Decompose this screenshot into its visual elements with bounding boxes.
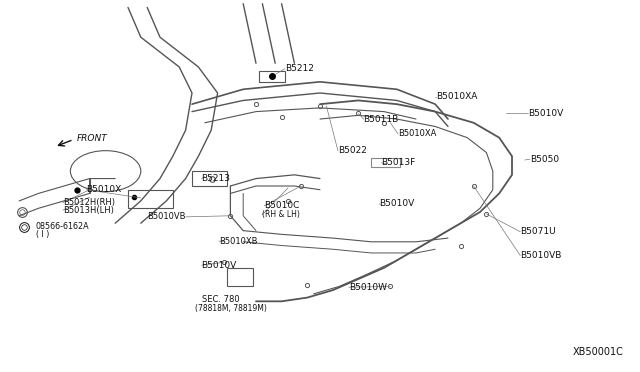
Text: B5010XB: B5010XB [219, 237, 257, 246]
Text: B5010C: B5010C [264, 201, 300, 210]
Text: B5212: B5212 [285, 64, 314, 73]
Text: B5010V: B5010V [380, 199, 415, 208]
Text: B5011B: B5011B [364, 115, 399, 124]
Bar [371, 158, 400, 167]
Text: B5010VB: B5010VB [520, 251, 562, 260]
Text: B5010W: B5010W [349, 283, 387, 292]
Text: FRONT: FRONT [77, 134, 108, 143]
Bar [227, 268, 253, 286]
Text: B5010VB: B5010VB [147, 212, 186, 221]
Bar [128, 190, 173, 208]
Text: ( I ): ( I ) [36, 230, 49, 239]
Text: B5012H(RH): B5012H(RH) [63, 198, 115, 207]
Text: B5010X: B5010X [86, 185, 122, 194]
Text: B5010XA: B5010XA [398, 129, 436, 138]
Text: B5022: B5022 [338, 146, 367, 155]
Text: B5010XA: B5010XA [436, 92, 478, 101]
Text: B5010V: B5010V [528, 109, 563, 118]
Text: B5050: B5050 [530, 155, 559, 164]
Text: XB50001C: XB50001C [573, 347, 624, 356]
Text: 08566-6162A: 08566-6162A [35, 222, 89, 231]
Text: B5013H(LH): B5013H(LH) [63, 206, 113, 215]
Text: SEC. 780: SEC. 780 [202, 295, 239, 304]
Text: B5013F: B5013F [381, 158, 416, 167]
Bar [192, 171, 227, 186]
Text: B5213: B5213 [202, 174, 230, 183]
Text: B5071U: B5071U [520, 227, 556, 236]
Text: B5010V: B5010V [202, 261, 237, 270]
Text: (78818M, 78819M): (78818M, 78819M) [195, 304, 267, 312]
Text: (RH & LH): (RH & LH) [262, 210, 300, 219]
Bar [259, 71, 285, 82]
